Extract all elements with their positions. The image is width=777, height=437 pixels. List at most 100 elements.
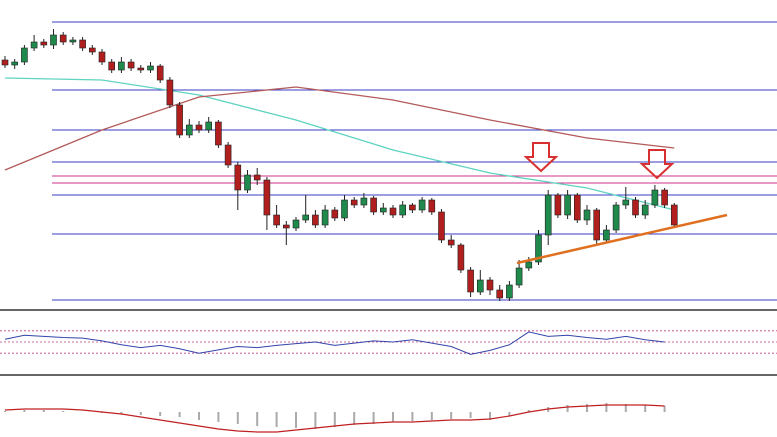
macd-bar: [120, 412, 123, 414]
macd-bar: [159, 412, 162, 416]
macd-bar: [333, 412, 336, 427]
macd-bar: [624, 404, 627, 412]
candle-body: [379, 207, 387, 213]
macd-bar: [353, 412, 356, 425]
candle-body: [127, 61, 135, 69]
candle-body: [244, 174, 251, 191]
candle-body: [321, 209, 329, 226]
macd-bar: [314, 412, 317, 429]
candle-body: [50, 34, 57, 46]
candle-body: [282, 224, 290, 229]
candle-body: [234, 164, 242, 191]
moving-average: [4, 77, 675, 211]
macd-bar: [275, 412, 278, 427]
candle-body: [21, 47, 28, 63]
candle-body: [554, 194, 562, 216]
macd-bar: [508, 412, 511, 416]
candle-body: [641, 204, 649, 216]
candle-body: [108, 61, 115, 71]
candle-body: [476, 279, 484, 293]
candle-body: [331, 209, 339, 219]
candle-body: [312, 214, 319, 226]
candle-body: [515, 267, 523, 286]
candle-body: [166, 79, 174, 106]
rsi-panel: [0, 330, 777, 355]
candle-body: [59, 34, 67, 43]
candle-body: [89, 47, 96, 53]
candle-body: [40, 41, 48, 46]
macd-bar: [411, 412, 414, 421]
candle-body: [195, 124, 203, 131]
candle-body: [118, 61, 125, 71]
macd-bar: [256, 412, 259, 426]
candle-body: [98, 51, 106, 63]
candle-body: [632, 199, 639, 216]
candle-body: [292, 219, 300, 229]
macd-bar: [489, 412, 491, 420]
candle-body: [350, 199, 358, 206]
macd-bar: [198, 412, 200, 420]
candle-body: [360, 197, 368, 206]
macd-bar: [430, 412, 433, 420]
candle-body: [30, 41, 38, 49]
candle-body: [11, 61, 18, 66]
candle-body: [438, 211, 445, 241]
macd-bar: [469, 412, 472, 418]
macd-bar: [42, 410, 45, 412]
candle-body: [186, 124, 193, 136]
candle-body: [69, 39, 77, 43]
candle-body: [661, 189, 668, 206]
candle-body: [176, 104, 183, 136]
candle-body: [467, 269, 474, 293]
candle-body: [1, 59, 9, 66]
macd-bar: [392, 412, 394, 422]
candle-body: [486, 279, 494, 291]
candle-body: [506, 284, 513, 299]
candle-body: [273, 214, 280, 226]
moving-averages: [4, 77, 675, 211]
candle-body: [583, 209, 591, 221]
candle-body: [409, 204, 416, 211]
candle-body: [263, 179, 271, 216]
macd-bar: [295, 412, 297, 428]
macd-panel: [4, 403, 666, 433]
macd-bar: [605, 403, 608, 412]
candle-body: [215, 121, 222, 146]
candle-body: [612, 204, 620, 231]
candle-body: [496, 289, 504, 299]
candle-body: [418, 199, 426, 211]
macd-bar: [23, 410, 26, 412]
candle-body: [603, 229, 610, 241]
macd-bar: [139, 412, 142, 415]
trend-line: [516, 213, 728, 265]
candle-body: [399, 204, 407, 216]
candle-body: [156, 65, 164, 81]
candle-body: [137, 67, 145, 71]
macd-bar: [178, 412, 181, 417]
macd-signal: [4, 404, 665, 433]
candle-body: [389, 207, 397, 216]
macd-bar: [62, 411, 65, 412]
macd-bar: [217, 412, 220, 422]
candle-body: [622, 199, 630, 206]
candle-body: [525, 261, 533, 269]
macd-bar: [644, 405, 647, 412]
candle-body: [544, 194, 552, 236]
moving-average: [4, 86, 675, 171]
candle-body: [447, 239, 455, 246]
candle-body: [205, 121, 212, 131]
candle-body: [564, 194, 571, 216]
macd-bar: [527, 410, 530, 412]
macd-bar: [372, 412, 375, 424]
rsi-line: [4, 331, 665, 355]
candle-body: [370, 197, 377, 213]
macd-bar: [4, 411, 6, 412]
macd-bar: [663, 406, 666, 412]
arrow: [639, 149, 675, 180]
candle-body: [147, 65, 154, 71]
candle-body: [302, 214, 310, 221]
macd-bar: [450, 412, 453, 419]
candle-body: [79, 39, 86, 49]
